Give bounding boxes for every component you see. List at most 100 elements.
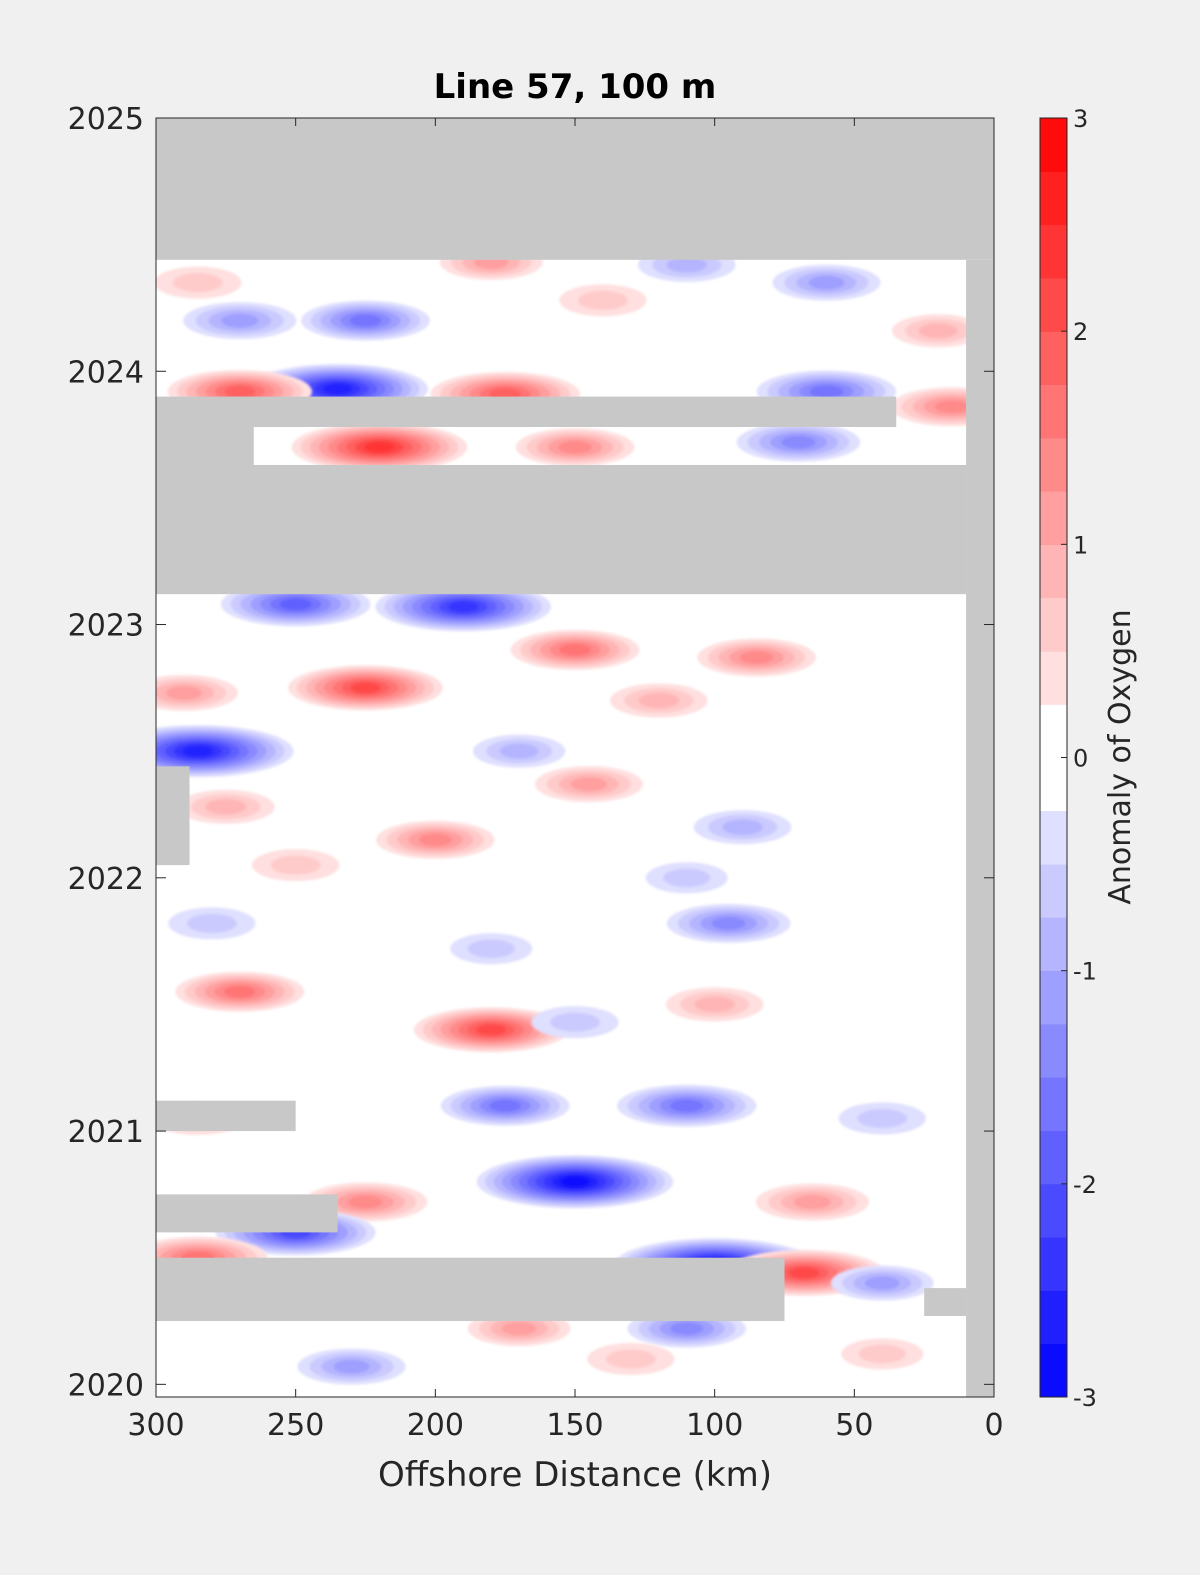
anomaly-feature bbox=[450, 933, 533, 965]
colorbar-level bbox=[1040, 757, 1067, 812]
missing-data-region bbox=[156, 464, 967, 595]
anomaly-contour bbox=[467, 939, 515, 958]
y-tick-label: 2020 bbox=[68, 1368, 144, 1403]
anomaly-contour bbox=[558, 441, 592, 454]
missing-data-region bbox=[156, 1194, 338, 1233]
anomaly-feature bbox=[697, 638, 816, 677]
colorbar-level bbox=[1040, 970, 1067, 1025]
colorbar-level bbox=[1040, 1130, 1067, 1185]
missing-data-region bbox=[156, 421, 254, 468]
colorbar-label: Anomaly of Oxygen bbox=[1103, 609, 1138, 904]
anomaly-feature bbox=[288, 665, 443, 711]
colorbar-level bbox=[1040, 1183, 1067, 1238]
anomaly-feature bbox=[177, 789, 275, 824]
anomaly-contour bbox=[809, 385, 844, 398]
missing-data-region bbox=[924, 1288, 967, 1316]
anomaly-feature bbox=[297, 1348, 406, 1385]
colorbar: 3 2 1 0 -1 -2 -3 Anomaly of Oxygen bbox=[1039, 105, 1138, 1412]
anomaly-feature bbox=[156, 266, 242, 299]
anomaly-contour bbox=[694, 996, 735, 1013]
anomaly-feature bbox=[838, 1102, 926, 1135]
colorbar-level bbox=[1040, 1023, 1067, 1078]
missing-data-region bbox=[156, 766, 190, 866]
anomaly-feature bbox=[666, 903, 791, 943]
anomaly-contour bbox=[182, 745, 213, 757]
anomaly-layer bbox=[156, 244, 994, 1385]
anomaly-feature bbox=[252, 849, 340, 882]
anomaly-contour bbox=[638, 692, 680, 709]
colorbar-level bbox=[1040, 597, 1067, 652]
anomaly-feature bbox=[175, 971, 305, 1012]
missing-data-layer bbox=[156, 118, 994, 1397]
anomaly-feature bbox=[156, 725, 294, 778]
anomaly-contour bbox=[349, 314, 382, 327]
anomaly-contour bbox=[857, 1108, 908, 1128]
anomaly-feature bbox=[587, 1343, 675, 1376]
anomaly-contour bbox=[666, 257, 707, 273]
colorbar-tick-label: 3 bbox=[1073, 105, 1088, 133]
anomaly-feature bbox=[413, 1007, 569, 1053]
x-tick-label: 250 bbox=[267, 1408, 324, 1443]
missing-data-region bbox=[156, 1257, 785, 1322]
anomaly-feature bbox=[645, 862, 728, 894]
anomaly-contour bbox=[323, 383, 353, 395]
anomaly-feature bbox=[559, 284, 647, 317]
x-tick-label: 50 bbox=[835, 1408, 873, 1443]
plot-area: 300 250 200 150 100 50 0 202020212022202320242… bbox=[68, 102, 1004, 1443]
x-axis: 300 250 200 150 100 50 0 bbox=[127, 118, 1004, 1443]
y-axis: 2020 2021 2022 2023 2024 2025 bbox=[68, 102, 994, 1403]
anomaly-feature bbox=[168, 907, 256, 940]
anomaly-feature bbox=[755, 1183, 870, 1221]
anomaly-contour bbox=[808, 275, 845, 290]
anomaly-contour bbox=[788, 1267, 820, 1279]
colorbar-level bbox=[1040, 171, 1067, 226]
anomaly-contour bbox=[333, 1359, 370, 1374]
x-tick-label: 300 bbox=[127, 1408, 184, 1443]
missing-data-region bbox=[156, 1100, 296, 1132]
colorbar-tick-label: 1 bbox=[1073, 531, 1088, 559]
anomaly-feature bbox=[693, 810, 792, 845]
colorbar-level bbox=[1040, 331, 1067, 385]
anomaly-contour bbox=[364, 441, 395, 453]
anomaly-feature bbox=[841, 1338, 924, 1370]
colorbar-level bbox=[1040, 1237, 1067, 1291]
anomaly-contour bbox=[205, 799, 247, 815]
anomaly-contour bbox=[348, 1195, 383, 1209]
anomaly-contour bbox=[560, 1176, 590, 1187]
missing-data-region bbox=[966, 259, 994, 1397]
anomaly-feature bbox=[610, 683, 708, 718]
anomaly-feature bbox=[375, 582, 552, 632]
colorbar-level bbox=[1040, 1290, 1067, 1345]
anomaly-contour bbox=[793, 1195, 832, 1209]
anomaly-contour bbox=[270, 855, 321, 875]
anomaly-contour bbox=[448, 601, 479, 613]
colorbar-tick-label: 0 bbox=[1073, 745, 1088, 773]
anomaly-contour bbox=[606, 1349, 656, 1369]
colorbar-level bbox=[1040, 437, 1067, 492]
anomaly-contour bbox=[781, 435, 816, 449]
anomaly-feature bbox=[183, 302, 297, 340]
anomaly-contour bbox=[501, 1321, 537, 1336]
anomaly-contour bbox=[722, 819, 763, 835]
anomaly-contour bbox=[934, 400, 970, 414]
anomaly-feature bbox=[772, 264, 881, 301]
x-tick-label: 200 bbox=[407, 1408, 464, 1443]
colorbar-tick-label: -1 bbox=[1073, 958, 1097, 986]
y-tick-label: 2022 bbox=[68, 862, 144, 897]
anomaly-contour bbox=[550, 1012, 600, 1032]
anomaly-contour bbox=[165, 686, 202, 700]
anomaly-feature bbox=[830, 1265, 934, 1301]
colorbar-level bbox=[1040, 118, 1067, 172]
anomaly-contour bbox=[559, 644, 591, 656]
anomaly-contour bbox=[670, 1099, 704, 1112]
x-tick-label: 100 bbox=[686, 1408, 743, 1443]
colorbar-level bbox=[1040, 1343, 1067, 1398]
colorbar-tick-label: -2 bbox=[1073, 1171, 1097, 1199]
colorbar-swatches bbox=[1040, 117, 1067, 1398]
anomaly-contour bbox=[224, 385, 256, 398]
anomaly-feature bbox=[476, 1155, 674, 1209]
y-tick-label: 2021 bbox=[68, 1115, 144, 1150]
anomaly-contour bbox=[711, 917, 746, 930]
colorbar-level bbox=[1040, 544, 1067, 599]
anomaly-contour bbox=[173, 273, 223, 293]
